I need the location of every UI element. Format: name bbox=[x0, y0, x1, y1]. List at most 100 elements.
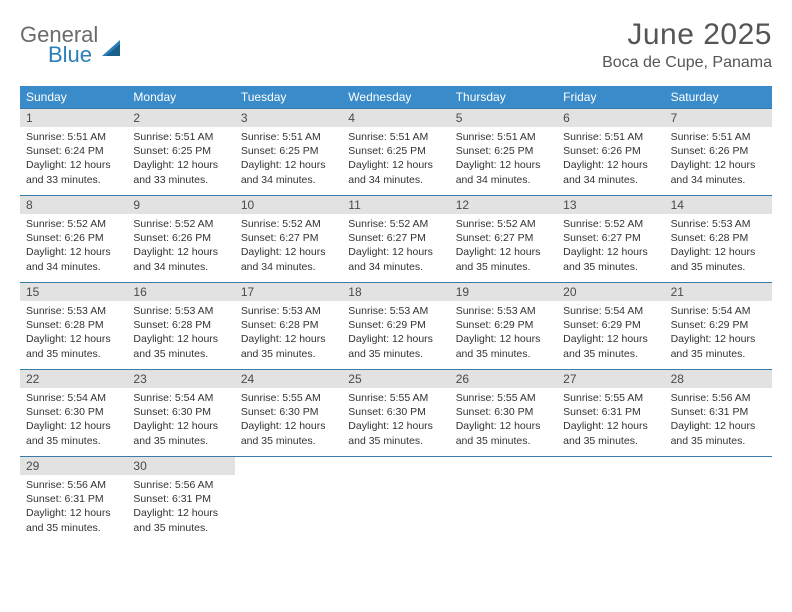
day-body: Sunrise: 5:54 AMSunset: 6:29 PMDaylight:… bbox=[557, 301, 664, 365]
daylight-line: Daylight: 12 hours and 35 minutes. bbox=[456, 245, 551, 273]
day-body: Sunrise: 5:55 AMSunset: 6:30 PMDaylight:… bbox=[450, 388, 557, 452]
day-cell-empty bbox=[557, 457, 664, 543]
sunrise-line: Sunrise: 5:51 AM bbox=[26, 130, 121, 144]
day-number: 23 bbox=[127, 370, 234, 388]
day-number: 24 bbox=[235, 370, 342, 388]
sunset-line: Sunset: 6:31 PM bbox=[133, 492, 228, 506]
day-body: Sunrise: 5:53 AMSunset: 6:28 PMDaylight:… bbox=[665, 214, 772, 278]
sunrise-line: Sunrise: 5:52 AM bbox=[563, 217, 658, 231]
daylight-line: Daylight: 12 hours and 34 minutes. bbox=[456, 158, 551, 186]
day-cell: 27Sunrise: 5:55 AMSunset: 6:31 PMDayligh… bbox=[557, 370, 664, 456]
day-body: Sunrise: 5:52 AMSunset: 6:26 PMDaylight:… bbox=[127, 214, 234, 278]
day-cell: 16Sunrise: 5:53 AMSunset: 6:28 PMDayligh… bbox=[127, 283, 234, 369]
calendar: Sunday Monday Tuesday Wednesday Thursday… bbox=[20, 86, 772, 543]
sunrise-line: Sunrise: 5:53 AM bbox=[671, 217, 766, 231]
daylight-line: Daylight: 12 hours and 35 minutes. bbox=[348, 332, 443, 360]
daylight-line: Daylight: 12 hours and 33 minutes. bbox=[26, 158, 121, 186]
daylight-line: Daylight: 12 hours and 35 minutes. bbox=[563, 419, 658, 447]
week-row: 15Sunrise: 5:53 AMSunset: 6:28 PMDayligh… bbox=[20, 282, 772, 369]
day-body: Sunrise: 5:52 AMSunset: 6:26 PMDaylight:… bbox=[20, 214, 127, 278]
day-body: Sunrise: 5:52 AMSunset: 6:27 PMDaylight:… bbox=[235, 214, 342, 278]
daylight-line: Daylight: 12 hours and 35 minutes. bbox=[26, 419, 121, 447]
day-number: 18 bbox=[342, 283, 449, 301]
sunset-line: Sunset: 6:29 PM bbox=[671, 318, 766, 332]
day-body: Sunrise: 5:51 AMSunset: 6:25 PMDaylight:… bbox=[235, 127, 342, 191]
daylight-line: Daylight: 12 hours and 35 minutes. bbox=[26, 506, 121, 534]
calendar-page: General Blue June 2025 Boca de Cupe, Pan… bbox=[0, 0, 792, 543]
day-number: 5 bbox=[450, 109, 557, 127]
day-body: Sunrise: 5:51 AMSunset: 6:25 PMDaylight:… bbox=[450, 127, 557, 191]
daylight-line: Daylight: 12 hours and 34 minutes. bbox=[563, 158, 658, 186]
week-row: 22Sunrise: 5:54 AMSunset: 6:30 PMDayligh… bbox=[20, 369, 772, 456]
daylight-line: Daylight: 12 hours and 35 minutes. bbox=[456, 419, 551, 447]
sunrise-line: Sunrise: 5:55 AM bbox=[563, 391, 658, 405]
sunset-line: Sunset: 6:27 PM bbox=[241, 231, 336, 245]
day-number: 22 bbox=[20, 370, 127, 388]
day-number: 29 bbox=[20, 457, 127, 475]
sunset-line: Sunset: 6:27 PM bbox=[348, 231, 443, 245]
day-body: Sunrise: 5:52 AMSunset: 6:27 PMDaylight:… bbox=[557, 214, 664, 278]
sunrise-line: Sunrise: 5:54 AM bbox=[26, 391, 121, 405]
daylight-line: Daylight: 12 hours and 35 minutes. bbox=[26, 332, 121, 360]
week-row: 8Sunrise: 5:52 AMSunset: 6:26 PMDaylight… bbox=[20, 195, 772, 282]
daylight-line: Daylight: 12 hours and 34 minutes. bbox=[26, 245, 121, 273]
weekday-saturday: Saturday bbox=[665, 86, 772, 108]
weekday-monday: Monday bbox=[127, 86, 234, 108]
sunrise-line: Sunrise: 5:51 AM bbox=[456, 130, 551, 144]
day-body: Sunrise: 5:52 AMSunset: 6:27 PMDaylight:… bbox=[342, 214, 449, 278]
weekday-thursday: Thursday bbox=[450, 86, 557, 108]
day-body: Sunrise: 5:51 AMSunset: 6:25 PMDaylight:… bbox=[342, 127, 449, 191]
daylight-line: Daylight: 12 hours and 35 minutes. bbox=[133, 419, 228, 447]
day-cell: 9Sunrise: 5:52 AMSunset: 6:26 PMDaylight… bbox=[127, 196, 234, 282]
sunset-line: Sunset: 6:29 PM bbox=[456, 318, 551, 332]
sunset-line: Sunset: 6:25 PM bbox=[456, 144, 551, 158]
sunrise-line: Sunrise: 5:53 AM bbox=[241, 304, 336, 318]
day-cell: 24Sunrise: 5:55 AMSunset: 6:30 PMDayligh… bbox=[235, 370, 342, 456]
daylight-line: Daylight: 12 hours and 35 minutes. bbox=[563, 332, 658, 360]
day-cell: 18Sunrise: 5:53 AMSunset: 6:29 PMDayligh… bbox=[342, 283, 449, 369]
day-number: 7 bbox=[665, 109, 772, 127]
sunrise-line: Sunrise: 5:52 AM bbox=[348, 217, 443, 231]
sunrise-line: Sunrise: 5:52 AM bbox=[133, 217, 228, 231]
sunset-line: Sunset: 6:31 PM bbox=[563, 405, 658, 419]
day-cell: 8Sunrise: 5:52 AMSunset: 6:26 PMDaylight… bbox=[20, 196, 127, 282]
day-number: 2 bbox=[127, 109, 234, 127]
logo-triangle-icon bbox=[102, 38, 124, 60]
daylight-line: Daylight: 12 hours and 35 minutes. bbox=[456, 332, 551, 360]
sunrise-line: Sunrise: 5:51 AM bbox=[241, 130, 336, 144]
sunset-line: Sunset: 6:30 PM bbox=[26, 405, 121, 419]
location: Boca de Cupe, Panama bbox=[602, 54, 772, 72]
day-cell-empty bbox=[665, 457, 772, 543]
daylight-line: Daylight: 12 hours and 34 minutes. bbox=[671, 158, 766, 186]
sunset-line: Sunset: 6:28 PM bbox=[241, 318, 336, 332]
sunrise-line: Sunrise: 5:53 AM bbox=[133, 304, 228, 318]
day-body: Sunrise: 5:53 AMSunset: 6:28 PMDaylight:… bbox=[127, 301, 234, 365]
day-cell: 7Sunrise: 5:51 AMSunset: 6:26 PMDaylight… bbox=[665, 109, 772, 195]
day-body: Sunrise: 5:53 AMSunset: 6:29 PMDaylight:… bbox=[450, 301, 557, 365]
day-number: 16 bbox=[127, 283, 234, 301]
day-body: Sunrise: 5:52 AMSunset: 6:27 PMDaylight:… bbox=[450, 214, 557, 278]
day-body: Sunrise: 5:51 AMSunset: 6:26 PMDaylight:… bbox=[557, 127, 664, 191]
day-number: 25 bbox=[342, 370, 449, 388]
day-number: 1 bbox=[20, 109, 127, 127]
day-body: Sunrise: 5:54 AMSunset: 6:29 PMDaylight:… bbox=[665, 301, 772, 365]
day-cell: 19Sunrise: 5:53 AMSunset: 6:29 PMDayligh… bbox=[450, 283, 557, 369]
sunset-line: Sunset: 6:25 PM bbox=[241, 144, 336, 158]
logo: General Blue bbox=[20, 18, 124, 66]
day-body: Sunrise: 5:53 AMSunset: 6:29 PMDaylight:… bbox=[342, 301, 449, 365]
day-body: Sunrise: 5:54 AMSunset: 6:30 PMDaylight:… bbox=[20, 388, 127, 452]
sunset-line: Sunset: 6:29 PM bbox=[348, 318, 443, 332]
day-cell: 3Sunrise: 5:51 AMSunset: 6:25 PMDaylight… bbox=[235, 109, 342, 195]
day-cell: 15Sunrise: 5:53 AMSunset: 6:28 PMDayligh… bbox=[20, 283, 127, 369]
day-cell: 5Sunrise: 5:51 AMSunset: 6:25 PMDaylight… bbox=[450, 109, 557, 195]
day-number: 28 bbox=[665, 370, 772, 388]
day-number: 21 bbox=[665, 283, 772, 301]
day-body: Sunrise: 5:56 AMSunset: 6:31 PMDaylight:… bbox=[20, 475, 127, 539]
sunrise-line: Sunrise: 5:52 AM bbox=[456, 217, 551, 231]
sunrise-line: Sunrise: 5:54 AM bbox=[133, 391, 228, 405]
sunset-line: Sunset: 6:29 PM bbox=[563, 318, 658, 332]
logo-word-blue: Blue bbox=[48, 44, 98, 66]
daylight-line: Daylight: 12 hours and 34 minutes. bbox=[348, 245, 443, 273]
day-number: 11 bbox=[342, 196, 449, 214]
daylight-line: Daylight: 12 hours and 34 minutes. bbox=[348, 158, 443, 186]
